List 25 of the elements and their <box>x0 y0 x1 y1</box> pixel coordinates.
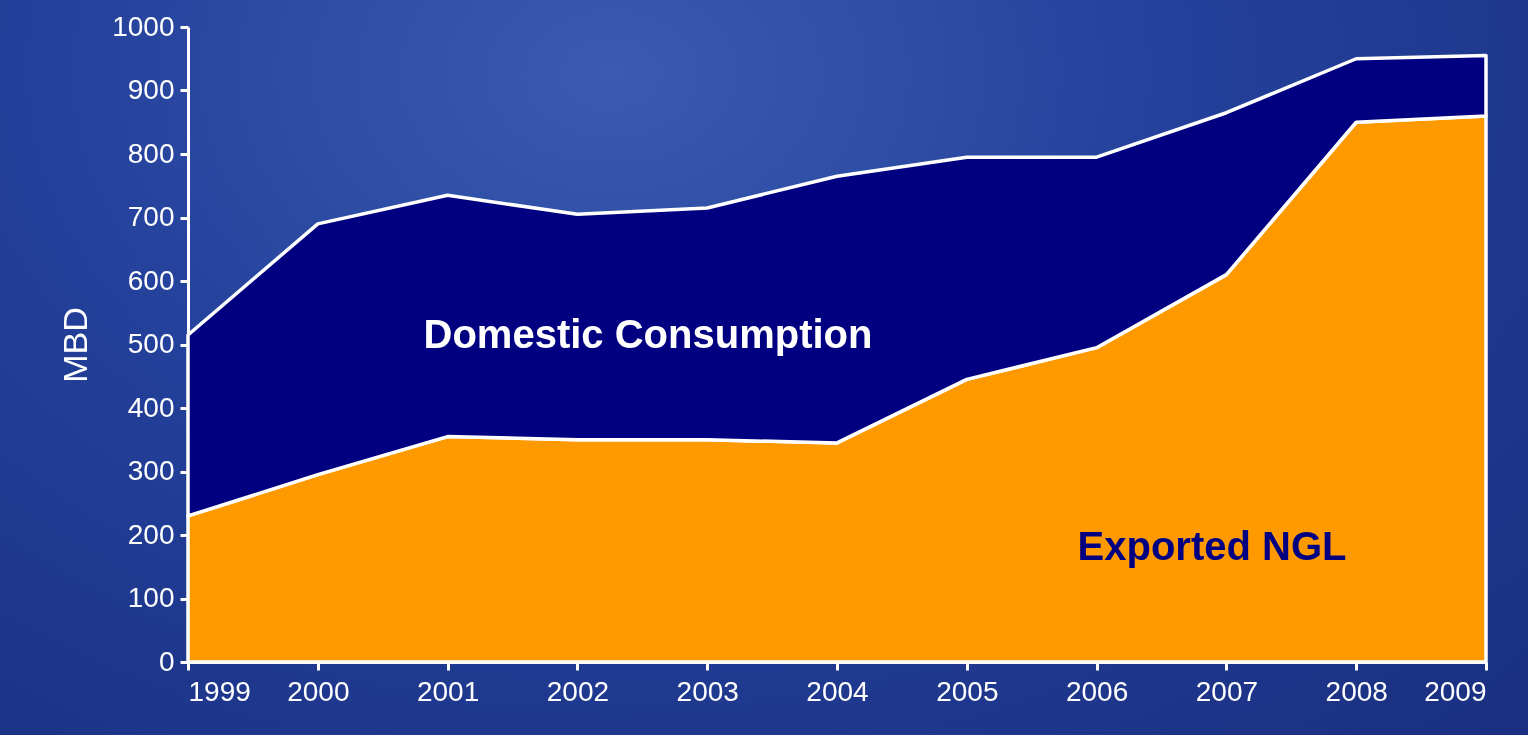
y-tick-label: 1000 <box>112 10 175 42</box>
y-tick-label: 200 <box>127 518 175 550</box>
x-tick-label: 2007 <box>1195 675 1259 707</box>
x-tick-label: 2001 <box>416 675 480 707</box>
y-tick-label: 0 <box>158 645 175 677</box>
x-tick-label: 2003 <box>676 675 739 707</box>
y-tick-label: 900 <box>127 74 175 105</box>
x-tick-label: 1999 <box>188 675 251 707</box>
x-tick-label: 2005 <box>936 675 999 707</box>
x-tick-label: 2008 <box>1325 675 1388 707</box>
x-tick-label: 2002 <box>546 675 610 707</box>
series-label: Domestic Consumption <box>423 312 873 356</box>
y-tick-label: 400 <box>127 391 175 423</box>
y-tick-label: 500 <box>127 328 175 359</box>
x-tick-label: 2009 <box>1424 675 1487 707</box>
y-axis-title: MBD <box>56 307 95 383</box>
y-tick-label: 600 <box>127 264 175 296</box>
y-tick-label: 100 <box>127 582 175 613</box>
x-tick-label: 2000 <box>287 675 350 707</box>
y-tick-label: 700 <box>127 201 175 232</box>
y-tick-label: 800 <box>127 137 175 169</box>
x-tick-label: 2004 <box>806 675 869 707</box>
y-tick-label: 300 <box>127 455 175 486</box>
series-label: Exported NGL <box>1077 524 1347 568</box>
x-tick-label: 2006 <box>1065 675 1129 707</box>
